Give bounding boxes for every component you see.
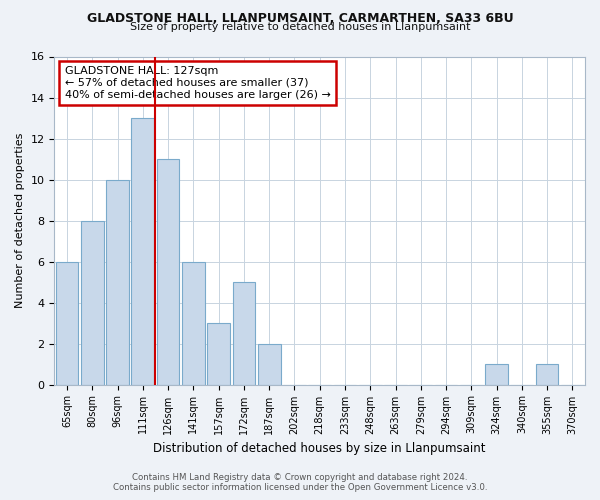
Bar <box>106 180 129 384</box>
Bar <box>485 364 508 384</box>
Bar <box>182 262 205 384</box>
Bar <box>233 282 255 384</box>
Bar <box>56 262 79 384</box>
Bar <box>157 159 179 384</box>
Text: Size of property relative to detached houses in Llanpumsaint: Size of property relative to detached ho… <box>130 22 470 32</box>
Text: Contains HM Land Registry data © Crown copyright and database right 2024.
Contai: Contains HM Land Registry data © Crown c… <box>113 473 487 492</box>
Bar <box>258 344 281 384</box>
Bar <box>536 364 559 384</box>
Bar <box>131 118 154 384</box>
Text: GLADSTONE HALL: 127sqm
← 57% of detached houses are smaller (37)
40% of semi-det: GLADSTONE HALL: 127sqm ← 57% of detached… <box>65 66 331 100</box>
X-axis label: Distribution of detached houses by size in Llanpumsaint: Distribution of detached houses by size … <box>154 442 486 455</box>
Bar <box>207 323 230 384</box>
Bar <box>81 220 104 384</box>
Text: GLADSTONE HALL, LLANPUMSAINT, CARMARTHEN, SA33 6BU: GLADSTONE HALL, LLANPUMSAINT, CARMARTHEN… <box>86 12 514 26</box>
Y-axis label: Number of detached properties: Number of detached properties <box>15 133 25 308</box>
